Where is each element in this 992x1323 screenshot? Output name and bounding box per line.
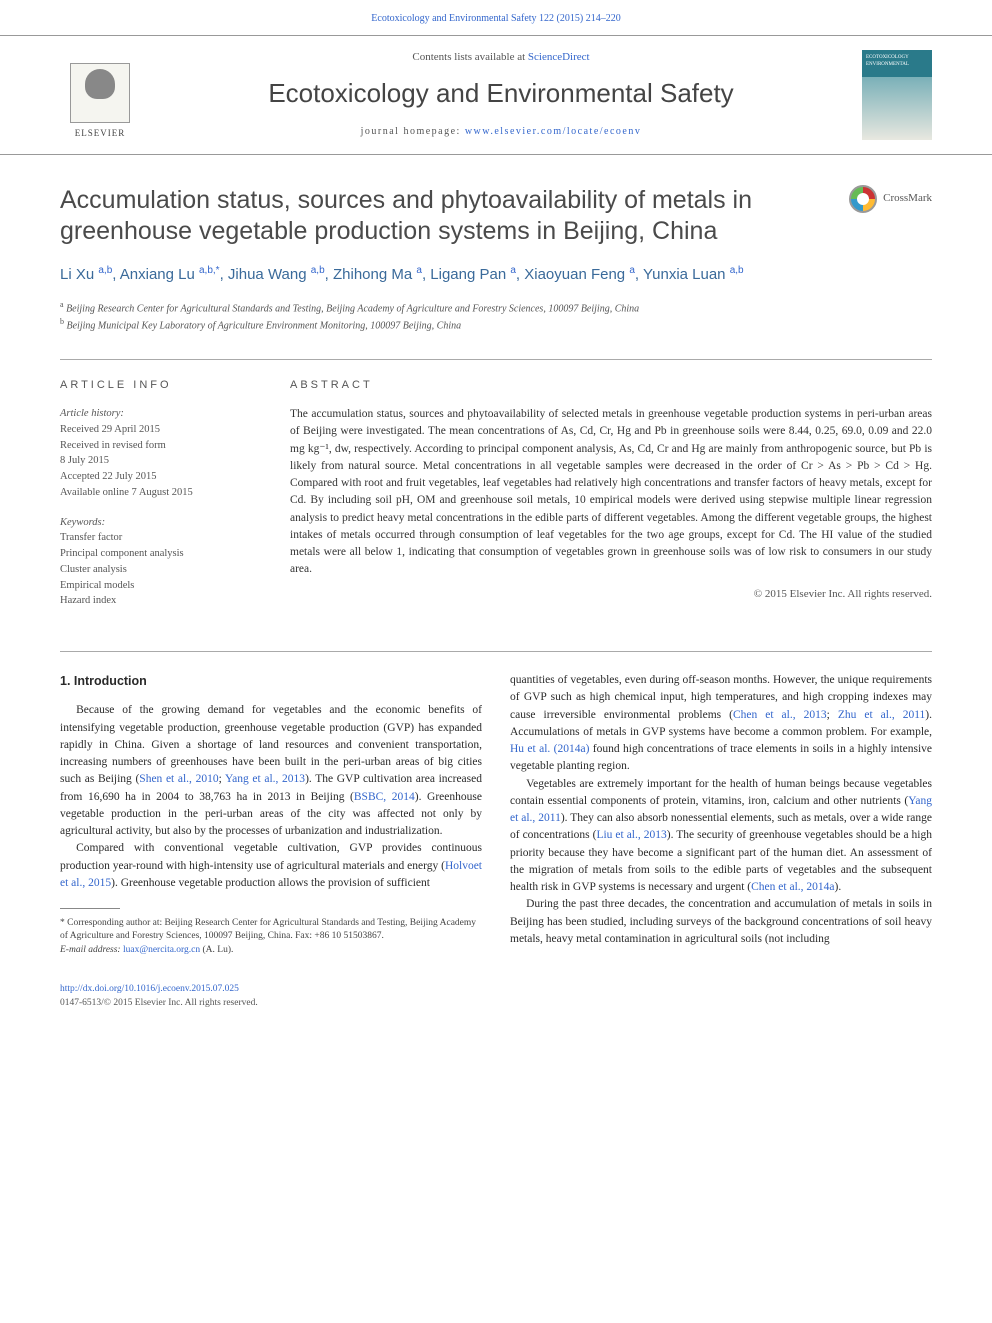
doi-link[interactable]: http://dx.doi.org/10.1016/j.ecoenv.2015.… — [60, 984, 239, 994]
email-suffix: (A. Lu). — [200, 945, 233, 955]
keyword: Principal component analysis — [60, 546, 260, 562]
author-name-fragment: , Xiaoyuan Feng — [516, 266, 629, 283]
author-name-fragment: , Anxiang Lu — [112, 266, 199, 283]
masthead-center: Contents lists available at ScienceDirec… — [160, 50, 842, 140]
author-affil-sup: a,b — [730, 265, 744, 276]
article-history: Article history: Received 29 April 2015R… — [60, 406, 260, 501]
page-footer: http://dx.doi.org/10.1016/j.ecoenv.2015.… — [0, 977, 992, 1031]
footnotes: * Corresponding author at: Beijing Resea… — [60, 917, 482, 957]
elsevier-logo: ELSEVIER — [60, 50, 140, 140]
email-line: E-mail address: luax@nercita.org.cn (A. … — [60, 944, 482, 957]
article-info-heading: ARTICLE INFO — [60, 378, 260, 394]
body-paragraph: quantities of vegetables, even during of… — [510, 672, 932, 776]
keywords-label: Keywords: — [60, 515, 260, 531]
title-row: Accumulation status, sources and phytoav… — [60, 185, 932, 248]
left-column: 1. Introduction Because of the growing d… — [60, 672, 482, 957]
journal-homepage: journal homepage: www.elsevier.com/locat… — [160, 125, 842, 140]
email-link[interactable]: luax@nercita.org.cn — [123, 945, 200, 955]
abstract-copyright: © 2015 Elsevier Inc. All rights reserved… — [290, 587, 932, 603]
corresponding-author-note: * Corresponding author at: Beijing Resea… — [60, 917, 482, 944]
history-line: Received in revised form — [60, 438, 260, 454]
citation-link[interactable]: Hu et al. (2014a) — [510, 743, 589, 755]
body-paragraph: Compared with conventional vegetable cul… — [60, 840, 482, 892]
article-info-column: ARTICLE INFO Article history: Received 2… — [60, 378, 260, 623]
affiliation-line: a Beijing Research Center for Agricultur… — [60, 299, 932, 316]
keyword: Hazard index — [60, 593, 260, 609]
history-line: Received 29 April 2015 — [60, 422, 260, 438]
keyword: Cluster analysis — [60, 562, 260, 578]
section-divider — [60, 651, 932, 652]
citation-link[interactable]: Yang et al., 2013 — [225, 773, 305, 785]
author-name-fragment: , Ligang Pan — [422, 266, 510, 283]
history-line: Accepted 22 July 2015 — [60, 469, 260, 485]
citation-link[interactable]: BSBC, 2014 — [354, 791, 415, 803]
affiliation-line: b Beijing Municipal Key Laboratory of Ag… — [60, 316, 932, 333]
history-line: Available online 7 August 2015 — [60, 485, 260, 501]
sciencedirect-link[interactable]: ScienceDirect — [528, 51, 590, 63]
footnote-separator — [60, 908, 120, 909]
citation-link[interactable]: Zhu et al., 2011 — [838, 709, 925, 721]
affiliation-sup: b — [60, 317, 64, 326]
article-area: Accumulation status, sources and phytoav… — [0, 155, 992, 977]
journal-name: Ecotoxicology and Environmental Safety — [160, 75, 842, 113]
elsevier-label: ELSEVIER — [75, 127, 126, 140]
citation-link[interactable]: Chen et al., 2013 — [733, 709, 827, 721]
history-line: 8 July 2015 — [60, 453, 260, 469]
contents-line: Contents lists available at ScienceDirec… — [160, 50, 842, 66]
author-name-fragment: Li Xu — [60, 266, 98, 283]
affiliations: a Beijing Research Center for Agricultur… — [60, 299, 932, 334]
email-label: E-mail address: — [60, 945, 123, 955]
crossmark-widget[interactable]: CrossMark — [849, 185, 932, 213]
crossmark-label: CrossMark — [883, 191, 932, 207]
masthead: ELSEVIER Contents lists available at Sci… — [0, 35, 992, 155]
author-name-fragment: , Yunxia Luan — [635, 266, 730, 283]
meta-row: ARTICLE INFO Article history: Received 2… — [60, 359, 932, 623]
journal-cover-thumb: ECOTOXICOLOGY ENVIRONMENTAL — [862, 50, 932, 140]
body-paragraph: During the past three decades, the conce… — [510, 896, 932, 948]
citation-link[interactable]: Shen et al., 2010 — [139, 773, 218, 785]
body-paragraph: Because of the growing demand for vegeta… — [60, 702, 482, 840]
authors-line: Li Xu a,b, Anxiang Lu a,b,*, Jihua Wang … — [60, 263, 932, 287]
author-name-fragment: , Zhihong Ma — [325, 266, 417, 283]
author-name-fragment: , Jihua Wang — [220, 266, 311, 283]
keyword: Transfer factor — [60, 530, 260, 546]
page-header-citation: Ecotoxicology and Environmental Safety 1… — [0, 0, 992, 35]
citation-link[interactable]: Chen et al., 2014a — [751, 881, 834, 893]
article-title: Accumulation status, sources and phytoav… — [60, 185, 829, 248]
homepage-prefix: journal homepage: — [361, 126, 465, 137]
abstract-column: ABSTRACT The accumulation status, source… — [290, 378, 932, 623]
right-column: quantities of vegetables, even during of… — [510, 672, 932, 957]
crossmark-icon — [849, 185, 877, 213]
issn-copyright-line: 0147-6513/© 2015 Elsevier Inc. All right… — [60, 997, 932, 1011]
intro-heading: 1. Introduction — [60, 672, 482, 690]
citation-link[interactable]: Holvoet et al., 2015 — [60, 860, 482, 889]
affiliation-sup: a — [60, 300, 64, 309]
journal-homepage-link[interactable]: www.elsevier.com/locate/ecoenv — [465, 126, 642, 137]
abstract-heading: ABSTRACT — [290, 378, 932, 394]
citation-link[interactable]: Liu et al., 2013 — [596, 829, 666, 841]
body-paragraph: Vegetables are extremely important for t… — [510, 776, 932, 897]
history-label: Article history: — [60, 406, 260, 422]
author-affil-sup: a,b — [98, 265, 112, 276]
keyword: Empirical models — [60, 578, 260, 594]
body-columns: 1. Introduction Because of the growing d… — [60, 672, 932, 957]
elsevier-tree-icon — [70, 63, 130, 123]
abstract-text: The accumulation status, sources and phy… — [290, 406, 932, 579]
author-affil-sup: a,b — [311, 265, 325, 276]
citation-link[interactable]: Yang et al., 2011 — [510, 795, 932, 824]
author-affil-sup: a,b,* — [199, 265, 220, 276]
keywords-block: Keywords: Transfer factorPrincipal compo… — [60, 515, 260, 610]
contents-prefix: Contents lists available at — [412, 51, 527, 63]
